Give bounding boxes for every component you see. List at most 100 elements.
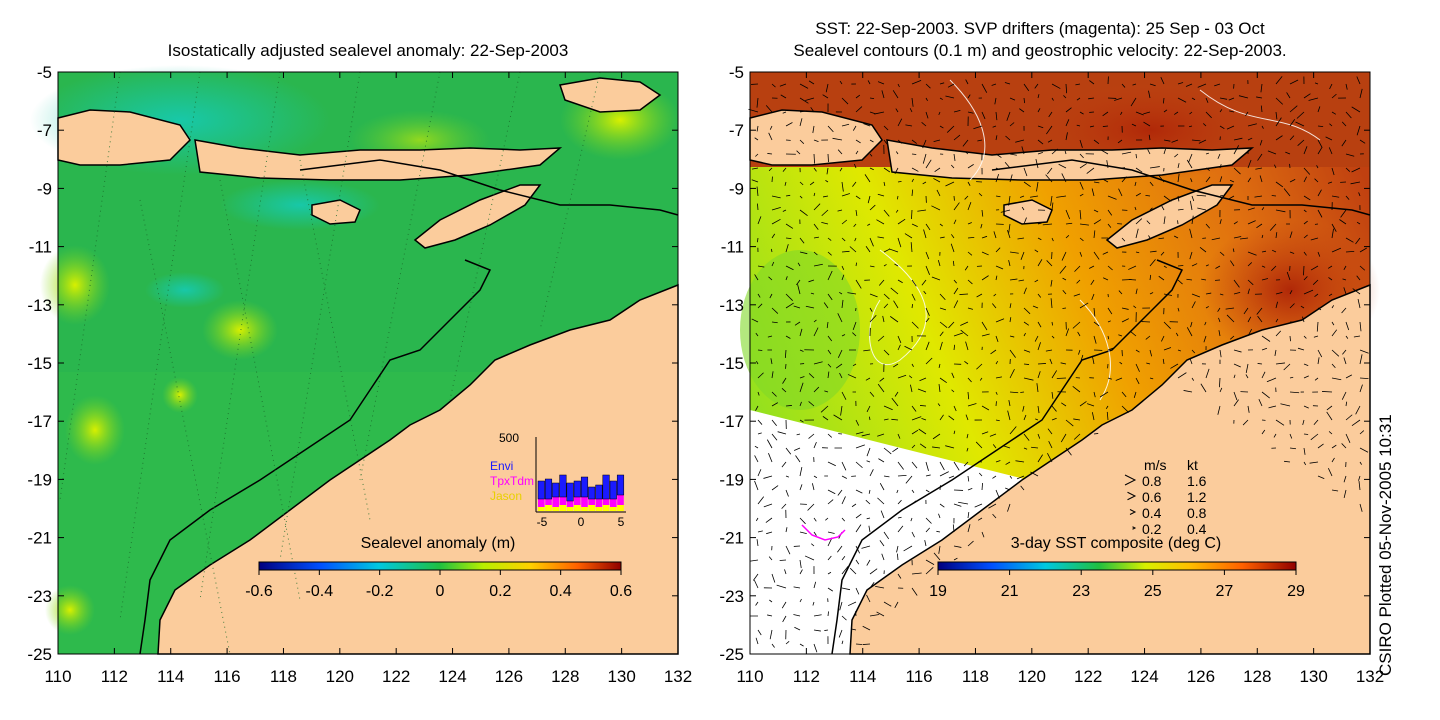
velocity-arrow xyxy=(1328,467,1333,477)
velocity-arrow xyxy=(1205,368,1210,379)
velocity-arrow xyxy=(897,433,901,439)
velocity-arrow xyxy=(1120,111,1123,115)
velocity-arrow xyxy=(1341,139,1347,147)
speed-legend-header-ms: m/s xyxy=(1144,457,1167,473)
velocity-arrow xyxy=(794,321,801,326)
velocity-arrow xyxy=(863,349,871,352)
velocity-arrow xyxy=(1102,251,1109,255)
velocity-arrow xyxy=(1007,503,1011,512)
velocity-arrow xyxy=(813,263,823,267)
velocity-arrow xyxy=(1134,206,1137,211)
velocity-arrow xyxy=(1135,288,1138,295)
velocity-arrow xyxy=(1339,219,1347,225)
velocity-arrow xyxy=(813,203,821,211)
velocity-arrow xyxy=(925,97,928,102)
velocity-arrow xyxy=(990,349,997,355)
velocity-arrow xyxy=(1191,293,1201,298)
velocity-arrow xyxy=(799,466,803,477)
svp-drifter-track xyxy=(801,524,846,541)
velocity-arrow xyxy=(1257,315,1263,323)
velocity-arrow xyxy=(1300,305,1305,309)
velocity-arrow xyxy=(1023,447,1028,450)
velocity-arrow xyxy=(1009,368,1015,379)
velocity-arrow xyxy=(821,209,829,217)
velocity-arrow xyxy=(1257,153,1263,161)
velocity-arrow xyxy=(1162,358,1165,365)
velocity-arrow xyxy=(1233,137,1243,141)
velocity-arrow xyxy=(877,335,885,342)
sst-velocity-map: 110 112 114 116 118 120 122 124 126 128 130 132 -5 -7… xyxy=(719,63,1384,686)
velocity-arrow xyxy=(1093,391,1096,398)
velocity-arrow xyxy=(1076,279,1081,284)
velocity-arrow xyxy=(1261,265,1266,268)
velocity-arrow xyxy=(1133,391,1137,398)
velocity-arrow xyxy=(883,139,888,145)
velocity-arrow xyxy=(1047,139,1053,143)
speed-legend-ms: 0.2 xyxy=(1142,521,1162,537)
speed-legend-kt: 0.8 xyxy=(1187,505,1207,521)
velocity-arrow xyxy=(897,180,902,183)
sst-cb-tick-label: 27 xyxy=(1216,583,1234,600)
velocity-arrow xyxy=(869,307,873,312)
velocity-arrow xyxy=(896,195,899,200)
velocity-arrow xyxy=(1093,335,1097,344)
velocity-arrow xyxy=(1020,391,1025,393)
velocity-arrow xyxy=(1303,363,1309,367)
velocity-arrow xyxy=(946,125,955,133)
velocity-arrow xyxy=(1171,139,1179,143)
velocity-arrow xyxy=(827,555,832,561)
sla-ytick-label: -5 xyxy=(37,63,52,82)
velocity-arrow xyxy=(1243,307,1249,315)
velocity-arrow xyxy=(1233,145,1240,155)
velocity-arrow xyxy=(855,419,860,426)
velocity-arrow xyxy=(876,611,885,617)
velocity-arrow xyxy=(1313,419,1319,425)
velocity-arrow xyxy=(1149,83,1156,87)
velocity-arrow xyxy=(932,433,941,440)
velocity-arrow xyxy=(925,567,934,575)
velocity-arrow xyxy=(967,279,973,285)
velocity-arrow xyxy=(1088,97,1095,100)
velocity-arrow xyxy=(1023,83,1030,92)
sla-xtick-label: 116 xyxy=(214,667,241,686)
velocity-arrow xyxy=(1149,349,1153,357)
velocity-arrow xyxy=(1188,153,1193,163)
velocity-arrow xyxy=(852,332,857,337)
velocity-arrow xyxy=(785,194,791,197)
velocity-arrow xyxy=(865,245,871,253)
velocity-arrow xyxy=(1022,405,1025,412)
velocity-arrow xyxy=(933,552,941,561)
velocity-arrow xyxy=(1261,429,1266,435)
velocity-arrow xyxy=(1289,391,1300,394)
velocity-arrow xyxy=(1247,251,1257,256)
velocity-arrow xyxy=(1303,146,1308,155)
sla-ytick-label: -15 xyxy=(27,354,52,373)
velocity-arrow xyxy=(1009,349,1016,358)
velocity-arrow xyxy=(964,195,969,200)
velocity-arrow xyxy=(1089,265,1095,269)
velocity-arrow xyxy=(1356,221,1361,225)
velocity-arrow xyxy=(1107,209,1113,216)
velocity-arrow xyxy=(1275,291,1283,295)
velocity-arrow xyxy=(931,276,941,281)
inset-xtick-right: 5 xyxy=(618,515,625,529)
velocity-arrow xyxy=(897,118,903,127)
velocity-arrow xyxy=(1303,375,1309,379)
velocity-arrow xyxy=(1328,293,1333,297)
velocity-arrow xyxy=(785,489,789,497)
velocity-arrow xyxy=(1114,97,1123,101)
velocity-arrow xyxy=(1091,412,1095,421)
velocity-arrow xyxy=(1205,292,1212,295)
velocity-arrow xyxy=(911,178,914,183)
velocity-arrow xyxy=(863,123,871,127)
velocity-arrow xyxy=(925,517,932,524)
velocity-arrow xyxy=(869,237,874,247)
velocity-arrow xyxy=(825,517,829,521)
velocity-arrow xyxy=(938,111,941,116)
velocity-arrow xyxy=(807,503,815,511)
velocity-arrow xyxy=(841,587,851,591)
velocity-arrow xyxy=(953,557,958,561)
velocity-arrow xyxy=(1089,125,1095,128)
velocity-arrow xyxy=(877,433,885,437)
velocity-arrow xyxy=(911,500,917,505)
